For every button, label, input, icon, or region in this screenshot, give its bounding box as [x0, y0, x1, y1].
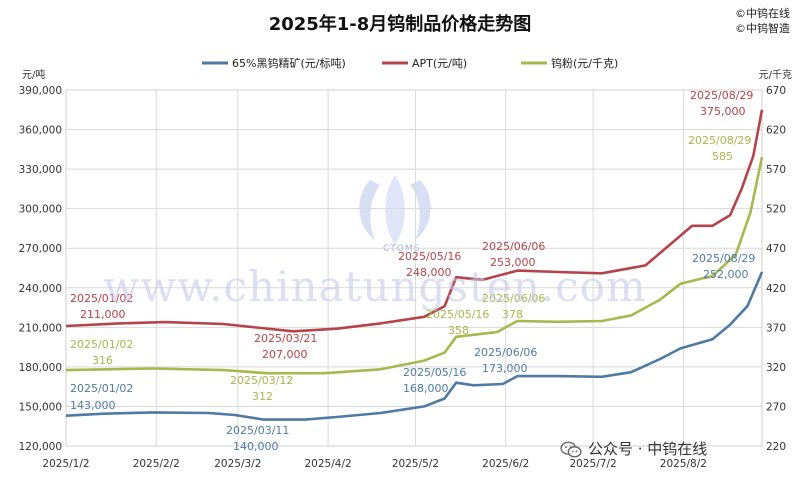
annotation-date: 2025/05/16: [403, 366, 466, 379]
annotation-value: 173,000: [482, 362, 528, 375]
annotation-date: 2025/06/06: [482, 240, 545, 253]
credit-2: ©中钨智造: [735, 22, 790, 35]
annotation-date: 2025/05/16: [398, 250, 461, 263]
annotation-value: 143,000: [70, 399, 116, 412]
annotation-value: 248,000: [406, 266, 452, 279]
ctoms-logo-watermark: [359, 175, 431, 245]
series-line: [65, 109, 764, 333]
annotation-value: 312: [252, 390, 273, 403]
annotation-value: 211,000: [80, 308, 126, 321]
y-right-tick-label: 470: [766, 243, 786, 255]
y-left-tick-label: 150,000: [19, 401, 62, 413]
y-right-tick-label: 320: [766, 362, 786, 374]
credit-1: ©中钨在线: [735, 7, 790, 20]
annotation-value: 252,000: [703, 268, 749, 281]
x-tick-label: 2025/2/2: [133, 458, 180, 470]
annotation-date: 2025/01/02: [70, 382, 133, 395]
annotation-value: 168,000: [403, 382, 449, 395]
x-tick-label: 2025/8/2: [660, 458, 707, 470]
y-right-tick-label: 420: [766, 283, 786, 295]
y-left-tick-label: 120,000: [19, 441, 62, 453]
y-right-tick-label: 570: [766, 164, 786, 176]
annotation-date: 2025/06/06: [474, 346, 537, 359]
annotation-date: 2025/06/06: [482, 292, 545, 305]
annotation-value: 316: [92, 354, 113, 367]
annotation-date: 2025/01/02: [70, 338, 133, 351]
annotation-date: 2025/03/21: [254, 332, 317, 345]
annotation-value: 207,000: [262, 348, 308, 361]
y-left-tick-label: 300,000: [19, 204, 62, 216]
x-tick-label: 2025/4/2: [305, 458, 352, 470]
wechat-footer: 公众号 · 中钨在线: [560, 438, 707, 459]
y-left-tick-label: 240,000: [19, 283, 62, 295]
left-axis-unit: 元/吨: [22, 70, 46, 81]
annotation-date: 2025/05/16: [426, 308, 489, 321]
y-right-tick-label: 220: [766, 441, 786, 453]
y-left-tick-label: 390,000: [19, 85, 62, 97]
y-left-tick-label: 330,000: [19, 164, 62, 176]
annotation-date: 2025/08/29: [690, 89, 753, 102]
y-left-tick-label: 180,000: [19, 362, 62, 374]
annotation-value: 375,000: [700, 105, 746, 118]
annotation-value: 585: [712, 150, 733, 163]
right-axis-unit: 元/千克: [758, 70, 792, 81]
annotation-value: 253,000: [490, 256, 536, 269]
y-right-tick-label: 520: [766, 204, 786, 216]
annotation-value: 358: [448, 324, 469, 337]
y-left-tick-label: 360,000: [19, 125, 62, 137]
series-line: [65, 156, 764, 375]
y-left-tick-label: 270,000: [19, 243, 62, 255]
annotation-value: 378: [502, 308, 523, 321]
x-tick-label: 2025/1/2: [42, 458, 89, 470]
annotation-date: 2025/08/29: [692, 252, 755, 265]
x-tick-label: 2025/5/2: [392, 458, 439, 470]
credits: ©中钨在线 ©中钨智造: [735, 6, 790, 36]
legend-label: 钨粉(元/千克): [551, 57, 618, 70]
legend-label: APT(元/吨): [412, 57, 467, 70]
x-tick-label: 2025/6/2: [482, 458, 529, 470]
x-tick-label: 2025/7/2: [570, 458, 617, 470]
y-right-tick-label: 370: [766, 322, 786, 334]
y-right-tick-label: 620: [766, 125, 786, 137]
legend-label: 65%黑钨精矿(元/标吨): [232, 56, 346, 70]
chart-title: 2025年1-8月钨制品价格走势图: [268, 14, 532, 35]
footer-text: 公众号 · 中钨在线: [588, 440, 708, 458]
y-right-tick-label: 670: [766, 85, 786, 97]
annotation-date: 2025/03/12: [230, 374, 293, 387]
wechat-icon: [560, 441, 582, 457]
x-tick-label: 2025/3/2: [214, 458, 261, 470]
annotation-date: 2025/03/11: [226, 424, 289, 437]
plot-border: [65, 89, 763, 447]
annotation-value: 140,000: [233, 440, 279, 453]
annotation-date: 2025/08/29: [688, 134, 751, 147]
y-right-tick-label: 270: [766, 401, 786, 413]
annotation-date: 2025/01/02: [70, 292, 133, 305]
series-line: [65, 271, 764, 421]
y-left-tick-label: 210,000: [19, 322, 62, 334]
logo-watermark-text: CTOMS: [383, 244, 421, 254]
